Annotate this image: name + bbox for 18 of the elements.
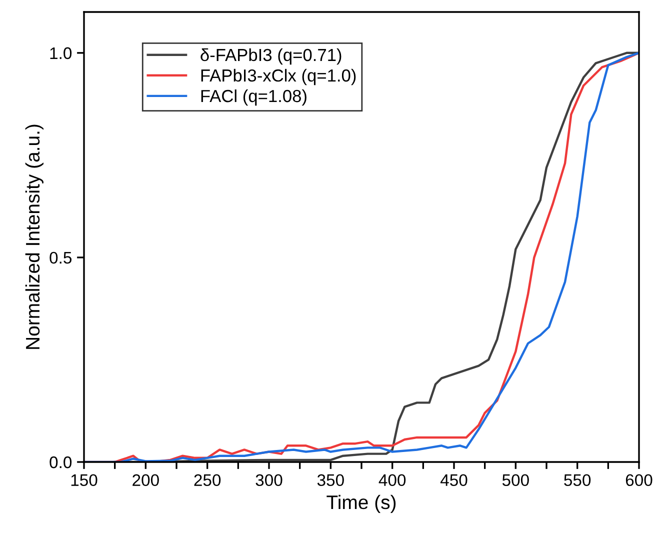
x-tick-label: 400 [378, 474, 406, 486]
y-tick-label: 0.0 [50, 456, 72, 468]
x-tick-label: 150 [71, 474, 98, 486]
x-axis-title: Time (s) [326, 494, 396, 514]
x-tick-label: 300 [256, 474, 282, 486]
x-tick-label: 350 [317, 474, 344, 486]
x-tick-label: 250 [194, 474, 221, 486]
y-axis-title: Normalized Intensity (a.u.) [25, 124, 44, 349]
x-tick-label: 200 [132, 474, 159, 486]
x-tick-label: 550 [564, 474, 591, 486]
legend-label: δ-FAPbI3 (q=0.71) [200, 48, 342, 65]
x-tick-label: 450 [440, 474, 468, 486]
legend-label: FAPbI3-xClx (q=1.0) [201, 68, 356, 86]
legend-label: FACl (q=1.08) [201, 89, 306, 106]
x-tick-label: 500 [502, 474, 529, 486]
y-tick-label: 0.5 [50, 252, 72, 264]
x-tick-label: 600 [626, 474, 652, 486]
y-tick-label: 1.0 [50, 47, 72, 60]
